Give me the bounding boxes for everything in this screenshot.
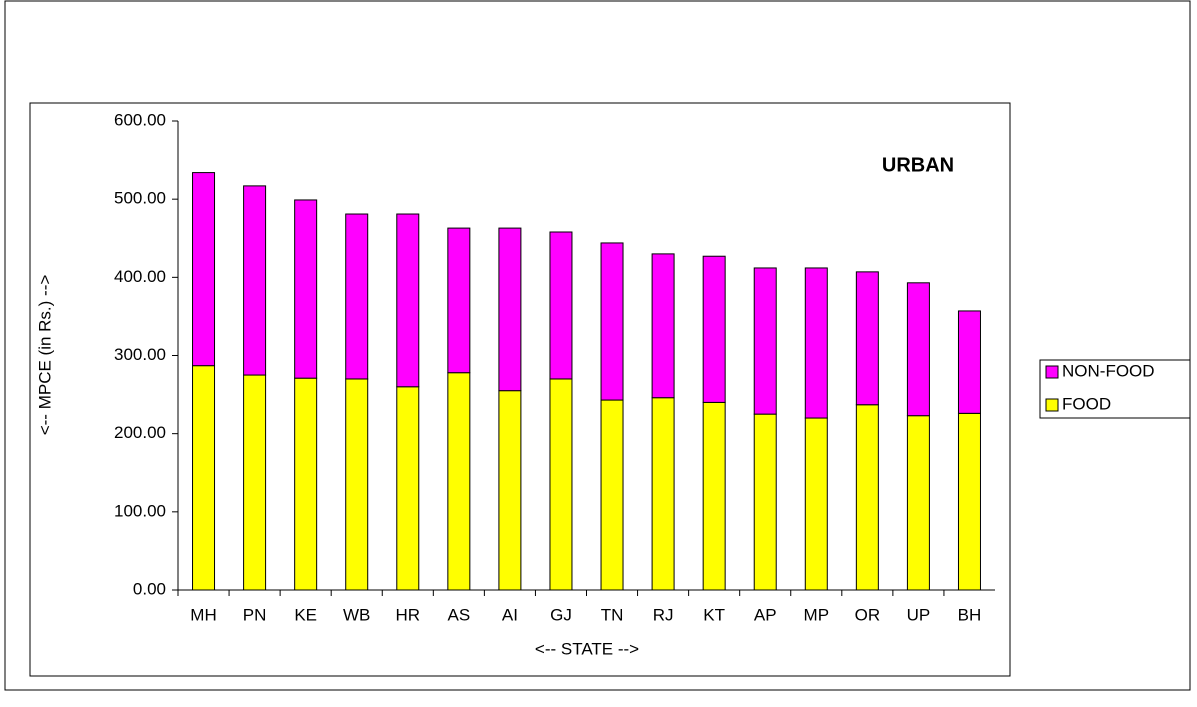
bar-segment <box>957 310 981 414</box>
x-tick-label: KE <box>294 605 317 624</box>
x-tick-label: MP <box>804 605 830 624</box>
bar-segment <box>600 399 624 591</box>
y-tick-label: 200.00 <box>114 423 166 442</box>
bar-segment <box>294 199 318 379</box>
bar-segment <box>804 417 828 591</box>
bar-segment <box>549 378 573 591</box>
bar-segment <box>498 227 522 392</box>
x-tick-label: HR <box>396 605 421 624</box>
x-tick-label: AI <box>502 605 518 624</box>
bar-segment <box>192 365 216 591</box>
y-tick-label: 600.00 <box>114 110 166 129</box>
bar-segment <box>447 372 471 591</box>
bar-segment <box>345 213 369 380</box>
bar-segment <box>243 185 267 376</box>
bar-segment <box>702 255 726 403</box>
x-tick-label: PN <box>243 605 267 624</box>
bar-segment <box>855 271 879 406</box>
x-tick-label: WB <box>343 605 370 624</box>
bar-segment <box>243 374 267 591</box>
legend-swatch <box>1045 398 1059 412</box>
legend-swatch <box>1045 365 1059 379</box>
x-tick-label: UP <box>907 605 931 624</box>
x-tick-label: MH <box>190 605 216 624</box>
bar-segment <box>396 213 420 388</box>
bar-segment <box>498 390 522 591</box>
bar-segment <box>702 401 726 591</box>
bar-segment <box>600 242 624 401</box>
x-tick-label: AS <box>448 605 471 624</box>
bar-segment <box>906 282 930 417</box>
x-tick-label: OR <box>855 605 881 624</box>
bar-segment <box>651 397 675 591</box>
legend-label: FOOD <box>1062 394 1111 413</box>
bar-segment <box>957 412 981 591</box>
bar-segment <box>345 378 369 591</box>
legend-label: NON-FOOD <box>1062 361 1155 380</box>
x-tick-label: KT <box>703 605 725 624</box>
legend <box>1039 359 1191 419</box>
bar-segment <box>549 231 573 380</box>
y-tick-label: 0.00 <box>133 579 166 598</box>
bar-segment <box>753 413 777 591</box>
x-tick-label: AP <box>754 605 777 624</box>
chart-title: URBAN <box>882 154 954 176</box>
bar-segment <box>906 415 930 591</box>
y-axis-label: <-- MPCE (in Rs.) --> <box>35 275 54 436</box>
bar-segment <box>753 267 777 415</box>
y-tick-label: 500.00 <box>114 189 166 208</box>
bar-segment <box>294 377 318 591</box>
bar-segment <box>804 267 828 419</box>
bar-segment <box>447 227 471 374</box>
bar-segment <box>651 253 675 399</box>
bar-segment <box>855 404 879 591</box>
x-tick-label: GJ <box>550 605 572 624</box>
x-tick-label: TN <box>601 605 624 624</box>
x-tick-label: BH <box>958 605 982 624</box>
y-tick-label: 300.00 <box>114 345 166 364</box>
x-tick-label: RJ <box>653 605 674 624</box>
x-axis-label: <-- STATE --> <box>535 639 639 658</box>
bar-segment <box>192 172 216 367</box>
y-tick-label: 400.00 <box>114 267 166 286</box>
y-tick-label: 100.00 <box>114 501 166 520</box>
bar-segment <box>396 386 420 591</box>
